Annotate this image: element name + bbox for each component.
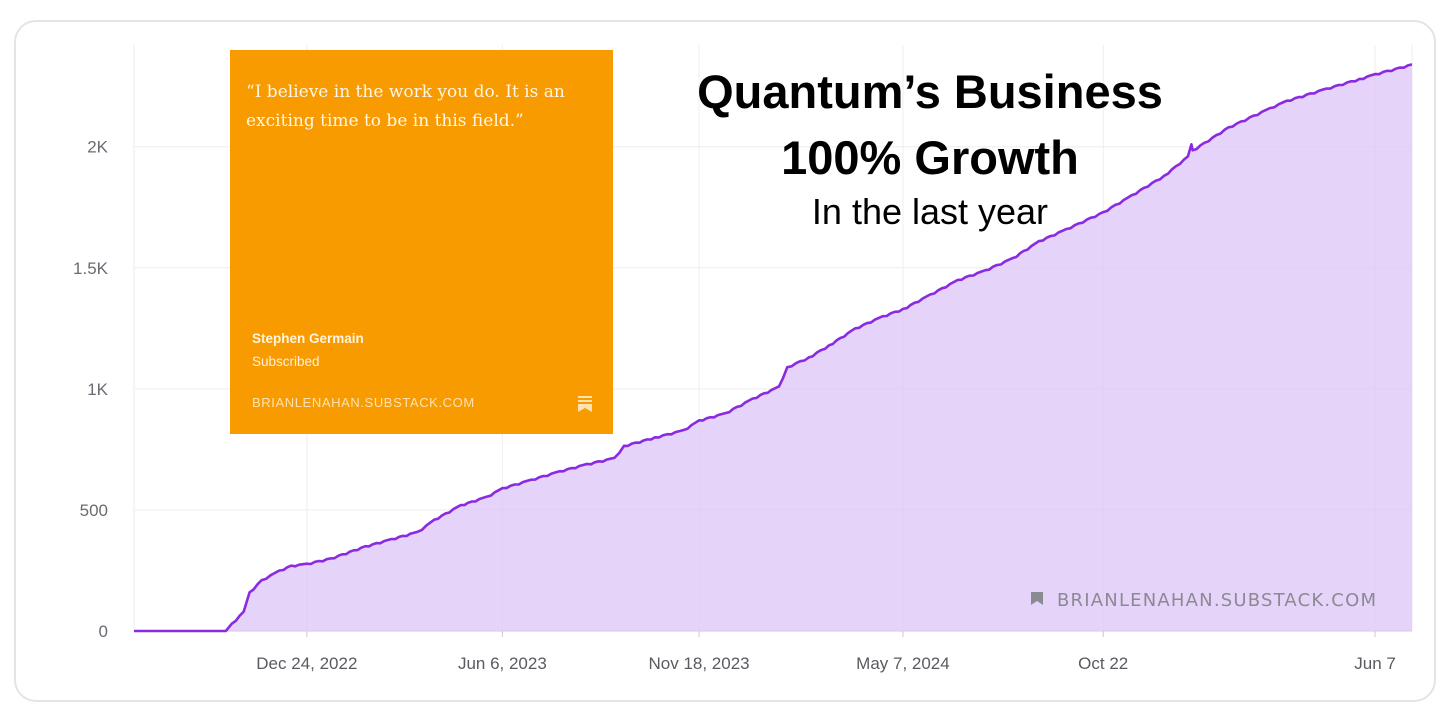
x-tick-label: Dec 24, 2022: [256, 654, 357, 673]
bookmark-icon: [1031, 592, 1043, 605]
watermark: BRIANLENAHAN.SUBSTACK.COM: [1031, 590, 1377, 611]
headline-title: Quantum’s Business: [697, 65, 1163, 118]
quote-card: “I believe in the work you do. It is an …: [230, 50, 613, 434]
series-area-fill: [134, 64, 1412, 631]
y-tick-label: 2K: [87, 138, 108, 157]
y-tick-label: 500: [80, 501, 108, 520]
x-tick-label: Oct 22: [1078, 654, 1128, 673]
headline: Quantum’s Business 100% Growth In the la…: [630, 64, 1230, 230]
x-tick-label: Jun 6, 2023: [458, 654, 547, 673]
y-tick-label: 1.5K: [73, 259, 109, 278]
x-tick-label: May 7, 2024: [856, 654, 950, 673]
headline-subtitle: In the last year: [811, 191, 1049, 232]
bookmark-icon: [578, 396, 592, 412]
headline-growth: 100% Growth: [781, 131, 1079, 184]
quote-site-url: BRIANLENAHAN.SUBSTACK.COM: [252, 395, 475, 410]
quote-text: “I believe in the work you do. It is an …: [246, 82, 565, 131]
subscription-status: Subscribed: [252, 354, 320, 369]
x-tick-label: Nov 18, 2023: [649, 654, 750, 673]
y-tick-label: 1K: [87, 380, 108, 399]
series-line: [134, 63, 1413, 633]
x-tick-label: Jun 7: [1354, 654, 1396, 673]
quote-author: Stephen Germain: [252, 331, 364, 346]
y-axis-ticks: 0 500 1K 1.5K 2K: [73, 138, 109, 641]
y-tick-label: 0: [99, 622, 108, 641]
x-axis-ticks: Dec 24, 2022 Jun 6, 2023 Nov 18, 2023 May 7…: [256, 631, 1396, 673]
watermark-text: BRIANLENAHAN.SUBSTACK.COM: [1057, 590, 1377, 611]
